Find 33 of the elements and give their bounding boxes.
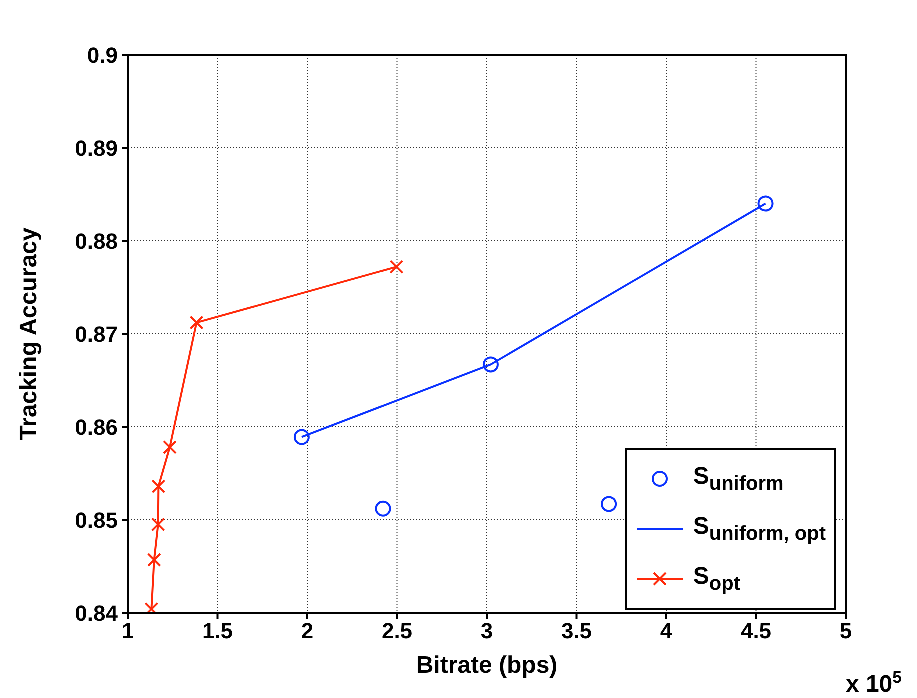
point — [482, 356, 499, 373]
point — [190, 316, 204, 330]
x-tick-label: 1 — [122, 618, 134, 644]
x-tick-label: 4.5 — [740, 618, 772, 644]
point — [390, 260, 404, 274]
text: x 10$^{5}$ — [846, 668, 902, 698]
y-tick-label: 0.86 — [75, 414, 118, 440]
y-tick-label: 0.87 — [75, 322, 118, 347]
point — [375, 500, 392, 517]
x-tick-label: 2.5 — [382, 618, 413, 644]
x-tick-label: 3.5 — [561, 618, 592, 644]
point — [147, 552, 162, 567]
legend-label: S$_{uniform}$ — [693, 462, 784, 496]
x-tick-label: 1.5 — [202, 618, 234, 644]
point — [152, 480, 166, 494]
y-axis-title: Tracking Accuracy — [16, 227, 43, 440]
x-tick-label: 2 — [301, 618, 314, 644]
point — [163, 440, 178, 454]
x-tick-label: 3 — [480, 618, 494, 644]
point — [601, 496, 618, 512]
y-tick-label: 0.85 — [75, 508, 118, 533]
point — [758, 196, 774, 212]
legend-label: S$_{uniform, opt}$ — [693, 512, 826, 546]
x-axis-title: Bitrate (bps) — [416, 652, 558, 679]
point — [151, 518, 166, 532]
y-tick-label: 0.89 — [75, 136, 118, 161]
x-tick-label: 4 — [660, 618, 674, 644]
y-tick-label: 0.9 — [87, 42, 118, 68]
point — [294, 429, 310, 446]
x-tick-label: 5 — [840, 618, 852, 644]
y-tick-label: 0.84 — [75, 600, 119, 626]
y-tick-label: 0.88 — [75, 228, 118, 254]
legend-label: S$_{opt}$ — [693, 562, 740, 596]
